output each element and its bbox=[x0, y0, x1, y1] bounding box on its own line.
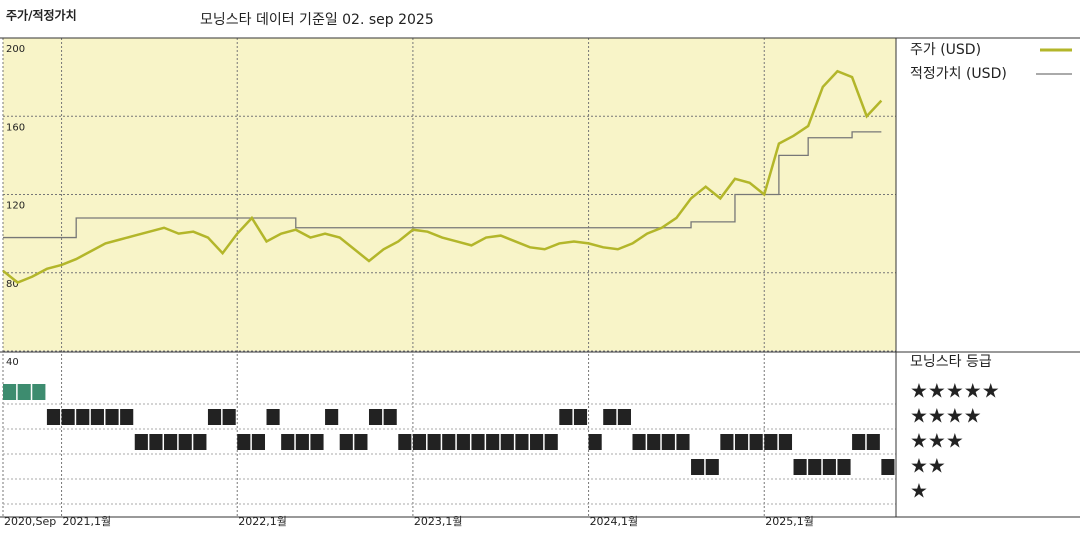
rating-bar bbox=[17, 384, 31, 400]
rating-bar bbox=[573, 409, 588, 425]
rating-bar bbox=[603, 409, 617, 425]
legend-label: 적정가치 (USD) bbox=[910, 66, 1007, 82]
rating-bar bbox=[32, 384, 46, 400]
rating-bar bbox=[222, 409, 236, 425]
rating-bar bbox=[368, 409, 383, 425]
rating-bar bbox=[486, 434, 500, 450]
rating-bar bbox=[691, 459, 705, 475]
rating-bar bbox=[354, 434, 368, 450]
rating-bar bbox=[471, 434, 485, 450]
rating-bar bbox=[808, 459, 822, 475]
rating-bar bbox=[676, 434, 690, 450]
rating-label: ★★★ bbox=[910, 429, 964, 453]
rating-bar bbox=[90, 409, 104, 425]
rating-bar bbox=[720, 434, 734, 450]
rating-bar bbox=[530, 434, 544, 450]
rating-bar bbox=[837, 459, 851, 475]
rating-bar bbox=[793, 459, 807, 475]
rating-bar bbox=[617, 409, 631, 425]
rating-bar bbox=[647, 434, 661, 450]
rating-bar bbox=[515, 434, 529, 450]
rating-bar bbox=[764, 434, 778, 450]
rating-bar bbox=[705, 459, 719, 475]
rating-bar bbox=[852, 434, 866, 450]
rating-bar bbox=[237, 434, 251, 450]
rating-bar bbox=[339, 434, 353, 450]
rating-bar bbox=[398, 434, 412, 450]
rating-bar bbox=[383, 409, 397, 425]
series-line bbox=[2, 69, 883, 284]
rating-label: ★ bbox=[910, 479, 928, 503]
x-tick-label: 2024,1월 bbox=[590, 515, 639, 528]
rating-label: ★★ bbox=[910, 454, 946, 478]
rating-bar bbox=[46, 409, 61, 425]
rating-bar bbox=[325, 409, 339, 425]
y-tick-label: 200 bbox=[6, 44, 25, 55]
y-tick-label: 160 bbox=[6, 122, 25, 133]
rating-bar bbox=[749, 434, 763, 450]
rating-bar bbox=[661, 434, 675, 450]
x-tick-label: 2022,1월 bbox=[238, 515, 287, 528]
series-line bbox=[3, 131, 882, 239]
y-tick-label: 120 bbox=[6, 201, 25, 212]
rating-label: ★★★★★ bbox=[910, 379, 1000, 403]
rating-bar bbox=[310, 434, 324, 450]
rating-bar bbox=[149, 434, 163, 450]
x-tick-label: 2025,1월 bbox=[765, 515, 814, 528]
rating-bar bbox=[559, 409, 573, 425]
rating-bar bbox=[881, 459, 895, 475]
rating-bar bbox=[778, 434, 793, 450]
rating-bar bbox=[412, 434, 427, 450]
rating-bar bbox=[134, 434, 148, 450]
chart-subtitle: 모닝스타 데이터 기준일 02. sep 2025 bbox=[200, 12, 434, 28]
rating-bar bbox=[3, 384, 17, 400]
x-tick-label: 2021,1월 bbox=[63, 515, 112, 528]
rating-bar bbox=[632, 434, 646, 450]
rating-bar bbox=[456, 434, 470, 450]
rating-bar bbox=[266, 409, 280, 425]
rating-bar bbox=[281, 434, 295, 450]
rating-label: ★★★★ bbox=[910, 404, 982, 428]
rating-bar bbox=[427, 434, 441, 450]
rating-bar bbox=[105, 409, 119, 425]
chart-title: 주가/적정가치 bbox=[6, 8, 77, 23]
rating-bar bbox=[295, 434, 309, 450]
legend-label: 주가 (USD) bbox=[910, 42, 981, 58]
rating-bar bbox=[588, 434, 602, 450]
rating-bar bbox=[76, 409, 90, 425]
rating-bar bbox=[207, 409, 222, 425]
rating-bar bbox=[866, 434, 880, 450]
rating-bar bbox=[164, 434, 178, 450]
rating-bar bbox=[193, 434, 207, 450]
rating-bar bbox=[500, 434, 514, 450]
x-tick-label: 2020,Sep bbox=[4, 515, 56, 528]
rating-bar bbox=[822, 459, 836, 475]
rating-bar bbox=[544, 434, 558, 450]
rating-bar bbox=[734, 434, 749, 450]
rating-bar bbox=[442, 434, 456, 450]
rating-bar bbox=[178, 434, 192, 450]
rating-bar bbox=[251, 434, 266, 450]
x-tick-label: 2023,1월 bbox=[414, 515, 463, 528]
rating-title: 모닝스타 등급 bbox=[910, 354, 992, 370]
y-tick-label: 40 bbox=[6, 357, 19, 368]
rating-bar bbox=[120, 409, 134, 425]
rating-bar bbox=[61, 409, 75, 425]
y-tick-label: 80 bbox=[6, 279, 19, 290]
